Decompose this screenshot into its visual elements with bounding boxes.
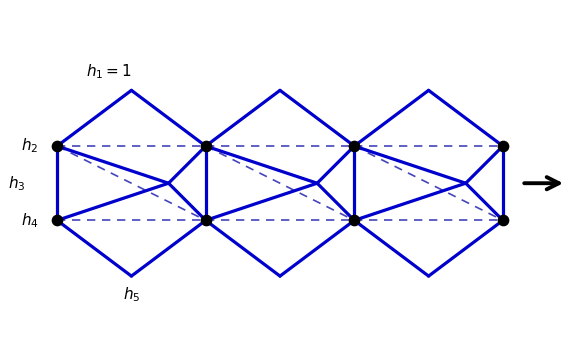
Text: $h_4$: $h_4$ [21, 211, 39, 230]
Point [201, 143, 210, 149]
Point [498, 143, 507, 149]
Text: $h_2$: $h_2$ [21, 137, 39, 155]
Point [52, 143, 62, 149]
Text: $h_5$: $h_5$ [122, 285, 140, 304]
Point [350, 218, 359, 223]
Text: $h_3$: $h_3$ [8, 174, 26, 192]
Point [498, 218, 507, 223]
Point [350, 143, 359, 149]
Point [52, 218, 62, 223]
Text: $h_1 = 1$: $h_1 = 1$ [86, 63, 132, 81]
Point [201, 218, 210, 223]
